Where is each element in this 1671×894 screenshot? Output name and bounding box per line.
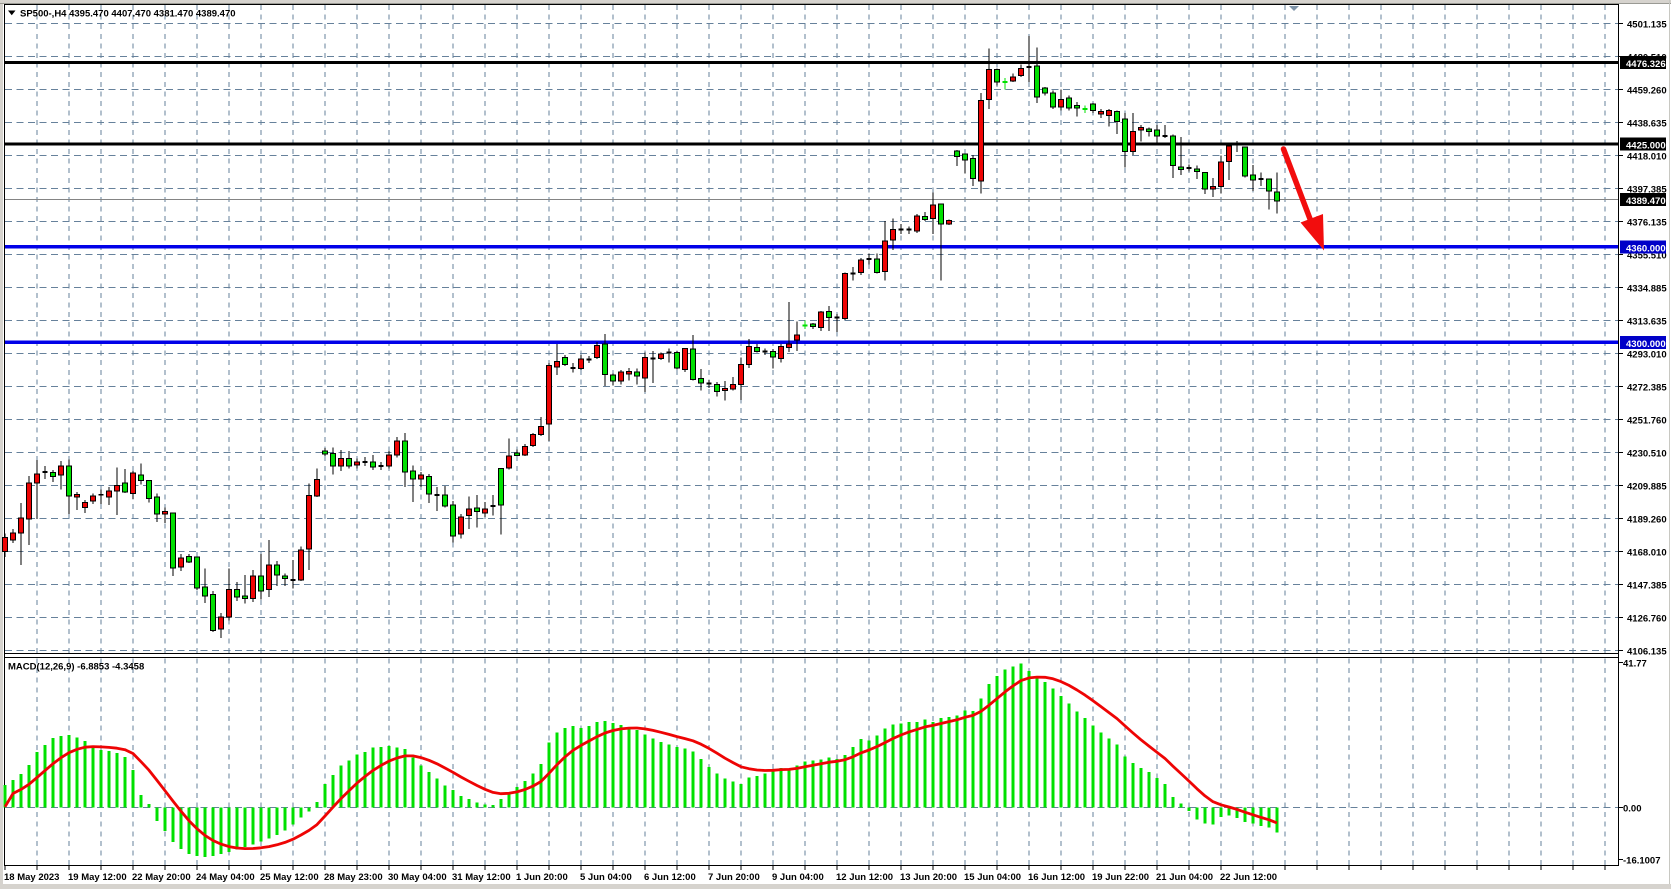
svg-text:4397.385: 4397.385 [1627,185,1667,196]
svg-text:4126.760: 4126.760 [1627,614,1667,625]
svg-text:1 Jun 20:00: 1 Jun 20:00 [516,872,568,883]
svg-text:22 May 20:00: 22 May 20:00 [132,872,191,883]
svg-text:4168.010: 4168.010 [1627,548,1667,559]
svg-text:4209.885: 4209.885 [1627,482,1667,493]
svg-text:4459.260: 4459.260 [1627,86,1667,97]
svg-text:19 May 12:00: 19 May 12:00 [68,872,127,883]
svg-text:4106.135: 4106.135 [1627,647,1667,658]
svg-text:-16.1007: -16.1007 [1623,856,1661,867]
svg-text:15 Jun 04:00: 15 Jun 04:00 [964,872,1021,883]
svg-text:24 May 04:00: 24 May 04:00 [196,872,255,883]
svg-text:4438.635: 4438.635 [1627,119,1667,130]
svg-text:16 Jun 12:00: 16 Jun 12:00 [1028,872,1085,883]
svg-text:31 May 12:00: 31 May 12:00 [452,872,511,883]
svg-text:4189.260: 4189.260 [1627,515,1667,526]
svg-text:4147.385: 4147.385 [1627,581,1667,592]
svg-text:4334.885: 4334.885 [1627,284,1667,295]
svg-text:18 May 2023: 18 May 2023 [4,872,59,883]
svg-text:28 May 23:00: 28 May 23:00 [324,872,383,883]
svg-text:4425.000: 4425.000 [1626,141,1666,152]
svg-text:21 Jun 04:00: 21 Jun 04:00 [1156,872,1213,883]
svg-text:SP500-,H4 4395.470 4407.470 4: SP500-,H4 4395.470 4407.470 4381.470 438… [20,9,236,20]
svg-text:5 Jun 04:00: 5 Jun 04:00 [580,872,632,883]
svg-text:9 Jun 04:00: 9 Jun 04:00 [772,872,824,883]
svg-text:4476.326: 4476.326 [1626,59,1666,70]
svg-text:30 May 04:00: 30 May 04:00 [388,872,447,883]
svg-text:4389.470: 4389.470 [1626,196,1666,207]
svg-text:7 Jun 20:00: 7 Jun 20:00 [708,872,760,883]
svg-text:22 Jun 12:00: 22 Jun 12:00 [1220,872,1277,883]
svg-text:4272.385: 4272.385 [1627,383,1667,394]
svg-text:4501.135: 4501.135 [1627,20,1667,31]
svg-text:41.77: 41.77 [1623,659,1647,670]
svg-text:4360.000: 4360.000 [1626,244,1666,255]
svg-text:19 Jun 22:00: 19 Jun 22:00 [1092,872,1149,883]
svg-text:4313.635: 4313.635 [1627,317,1667,328]
svg-text:MACD(12,26,9) -6.8853 -4.3458: MACD(12,26,9) -6.8853 -4.3458 [8,662,144,673]
svg-text:12 Jun 12:00: 12 Jun 12:00 [836,872,893,883]
svg-text:4251.760: 4251.760 [1627,416,1667,427]
svg-text:6 Jun 12:00: 6 Jun 12:00 [644,872,696,883]
svg-text:25 May 12:00: 25 May 12:00 [260,872,319,883]
svg-text:4376.135: 4376.135 [1627,218,1667,229]
svg-text:0.00: 0.00 [1623,804,1642,815]
svg-text:4355.510: 4355.510 [1627,251,1667,262]
svg-text:4418.010: 4418.010 [1627,152,1667,163]
svg-text:4230.510: 4230.510 [1627,449,1667,460]
svg-text:4300.000: 4300.000 [1626,339,1666,350]
svg-text:4293.010: 4293.010 [1627,350,1667,361]
svg-text:13 Jun 20:00: 13 Jun 20:00 [900,872,957,883]
